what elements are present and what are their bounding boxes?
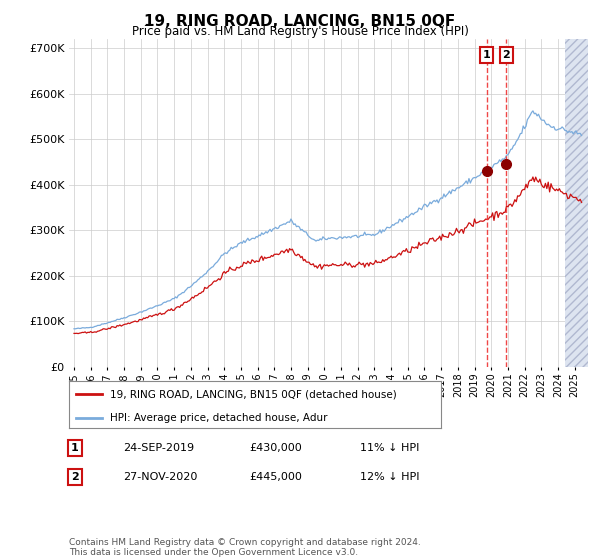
Text: £430,000: £430,000 bbox=[249, 443, 302, 453]
Text: 12% ↓ HPI: 12% ↓ HPI bbox=[360, 472, 419, 482]
Text: £445,000: £445,000 bbox=[249, 472, 302, 482]
Text: 19, RING ROAD, LANCING, BN15 0QF (detached house): 19, RING ROAD, LANCING, BN15 0QF (detach… bbox=[110, 389, 397, 399]
Text: 2: 2 bbox=[503, 50, 510, 60]
Text: 24-SEP-2019: 24-SEP-2019 bbox=[123, 443, 194, 453]
Bar bbox=[565, 39, 588, 367]
Text: Price paid vs. HM Land Registry's House Price Index (HPI): Price paid vs. HM Land Registry's House … bbox=[131, 25, 469, 38]
Text: 11% ↓ HPI: 11% ↓ HPI bbox=[360, 443, 419, 453]
Text: 19, RING ROAD, LANCING, BN15 0QF: 19, RING ROAD, LANCING, BN15 0QF bbox=[145, 14, 455, 29]
Text: 2: 2 bbox=[71, 472, 79, 482]
Text: 27-NOV-2020: 27-NOV-2020 bbox=[123, 472, 197, 482]
Bar bbox=[565, 39, 588, 367]
Text: 1: 1 bbox=[71, 443, 79, 453]
Text: 1: 1 bbox=[483, 50, 491, 60]
Text: HPI: Average price, detached house, Adur: HPI: Average price, detached house, Adur bbox=[110, 413, 328, 423]
Text: Contains HM Land Registry data © Crown copyright and database right 2024.
This d: Contains HM Land Registry data © Crown c… bbox=[69, 538, 421, 557]
